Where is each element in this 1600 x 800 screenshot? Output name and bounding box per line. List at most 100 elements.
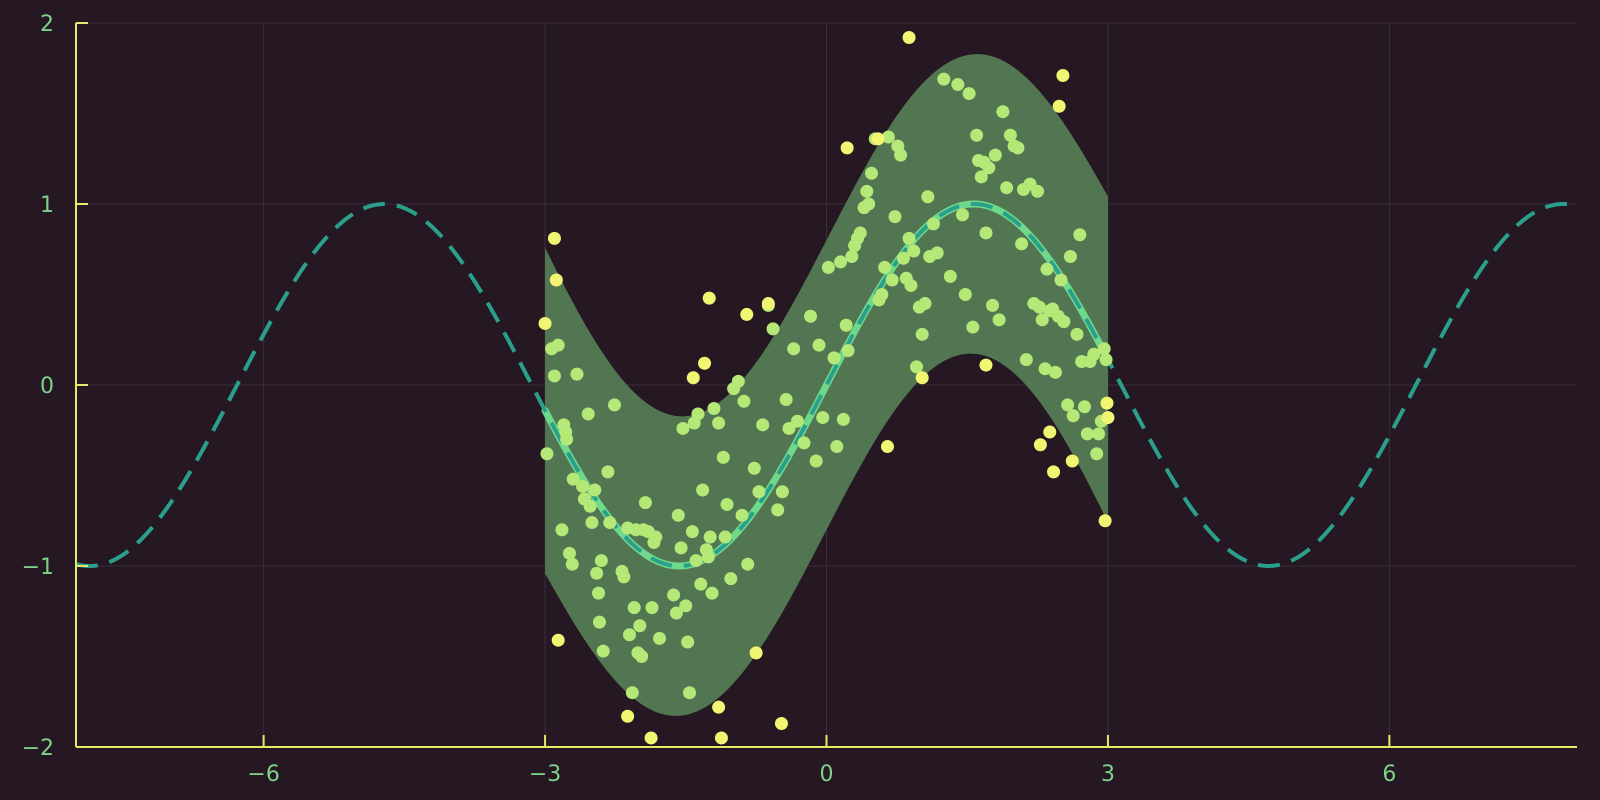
scatter-point: [683, 686, 697, 700]
scatter-point-outlier: [979, 358, 993, 372]
scatter-point: [592, 586, 606, 600]
scatter-point-outlier: [1100, 396, 1114, 410]
scatter-point: [594, 554, 608, 568]
scatter-point-outlier: [740, 307, 754, 321]
tick-labels: −6 −3 0 3 6 2 1 0 −1 −2: [22, 12, 1397, 787]
scatter-point: [797, 436, 811, 450]
scatter-point-outlier: [1065, 454, 1079, 468]
scatter-point: [694, 577, 708, 591]
scatter-point: [635, 650, 649, 663]
axes: [75, 22, 1577, 748]
scatter-points-inside: [540, 72, 1113, 700]
scatter-point: [705, 586, 719, 600]
x-tick-label: 6: [1382, 762, 1396, 787]
scatter-point: [737, 394, 751, 408]
scatter-point: [885, 273, 899, 287]
scatter-point: [771, 503, 785, 517]
scatter-point: [904, 278, 918, 292]
scatter-point: [1070, 327, 1084, 341]
scatter-point-outlier: [1052, 99, 1066, 113]
scatter-point: [607, 398, 621, 412]
scatter-point: [888, 210, 902, 224]
scatter-point-outlier: [547, 231, 561, 245]
scatter-point: [816, 411, 830, 425]
scatter-point: [752, 485, 766, 499]
x-tick-label: 3: [1101, 762, 1115, 787]
scatter-point: [1003, 128, 1017, 142]
scatter-point: [1048, 365, 1062, 379]
scatter-point-outlier: [549, 273, 563, 287]
scatter-point: [845, 249, 859, 263]
scatter-point-outlier: [712, 700, 726, 714]
scatter-point-outlier: [1056, 68, 1070, 82]
scatter-point: [970, 128, 984, 142]
scatter-point: [894, 148, 908, 162]
scatter-point: [1080, 427, 1094, 441]
scatter-point: [1092, 427, 1106, 441]
scatter-point: [681, 635, 695, 649]
scatter-point: [804, 309, 818, 323]
scatter-point: [638, 496, 652, 510]
scatter-point: [576, 479, 590, 493]
scatter-point: [1066, 409, 1080, 423]
scatter-point: [862, 197, 876, 211]
scatter-point: [853, 226, 867, 240]
scatter-point: [707, 402, 721, 416]
scatter-point: [1011, 141, 1025, 155]
scatter-point: [1063, 249, 1077, 263]
scatter-point: [1057, 315, 1071, 329]
scatter-point: [834, 255, 848, 269]
scatter-point: [926, 217, 940, 231]
scatter-point: [696, 483, 710, 497]
scatter-point: [988, 148, 1002, 162]
scatter-point: [974, 170, 988, 184]
scatter-point-outlier: [871, 132, 885, 146]
scatter-point: [766, 322, 780, 336]
x-tick-label: −3: [529, 762, 561, 787]
scatter-point: [590, 566, 604, 580]
scatter-point: [701, 550, 715, 564]
scatter-point: [1032, 300, 1046, 314]
scatter-point: [875, 288, 889, 301]
scatter-point: [674, 541, 688, 555]
scatter-point-outlier: [774, 716, 788, 730]
scatter-point-outlier: [840, 141, 854, 155]
scatter-point-outlier: [1047, 465, 1061, 479]
scatter-point: [1040, 262, 1054, 276]
scatter-point-outlier: [644, 731, 658, 745]
scatter-point: [671, 508, 685, 522]
scatter-point-outlier: [915, 371, 929, 385]
scatter-point: [956, 208, 970, 222]
scatter-point: [921, 190, 935, 204]
scatter-point: [1019, 353, 1033, 367]
scatter-point-outlier: [698, 356, 712, 370]
scatter-point: [1097, 342, 1111, 356]
scatter-point: [689, 554, 703, 568]
scatter-point: [581, 407, 595, 421]
x-tick-label: 0: [820, 762, 834, 787]
scatter-point: [896, 251, 910, 265]
scatter-point: [821, 260, 835, 274]
scatter-point-outlier: [880, 440, 894, 454]
scatter-point: [679, 599, 693, 613]
scatter-point: [878, 260, 892, 274]
scatter-point-outlier: [1043, 425, 1057, 439]
scatter-point: [943, 269, 957, 283]
scatter-point: [930, 246, 944, 260]
scatter-point: [718, 530, 732, 544]
scatter-point: [555, 523, 569, 537]
scatter-point: [830, 440, 844, 454]
scatter-point: [1087, 347, 1101, 361]
scatter-point: [1073, 228, 1087, 242]
scatter-point: [809, 454, 823, 468]
scatter-point: [703, 530, 717, 544]
scatter-point: [1061, 398, 1075, 412]
scatter-point: [649, 530, 663, 544]
scatter-point: [881, 130, 895, 144]
scatter-point: [966, 320, 980, 334]
scatter-point: [653, 631, 667, 645]
scatter-point: [992, 313, 1006, 327]
scatter-point: [1000, 181, 1014, 195]
scatter-point: [1031, 184, 1045, 198]
